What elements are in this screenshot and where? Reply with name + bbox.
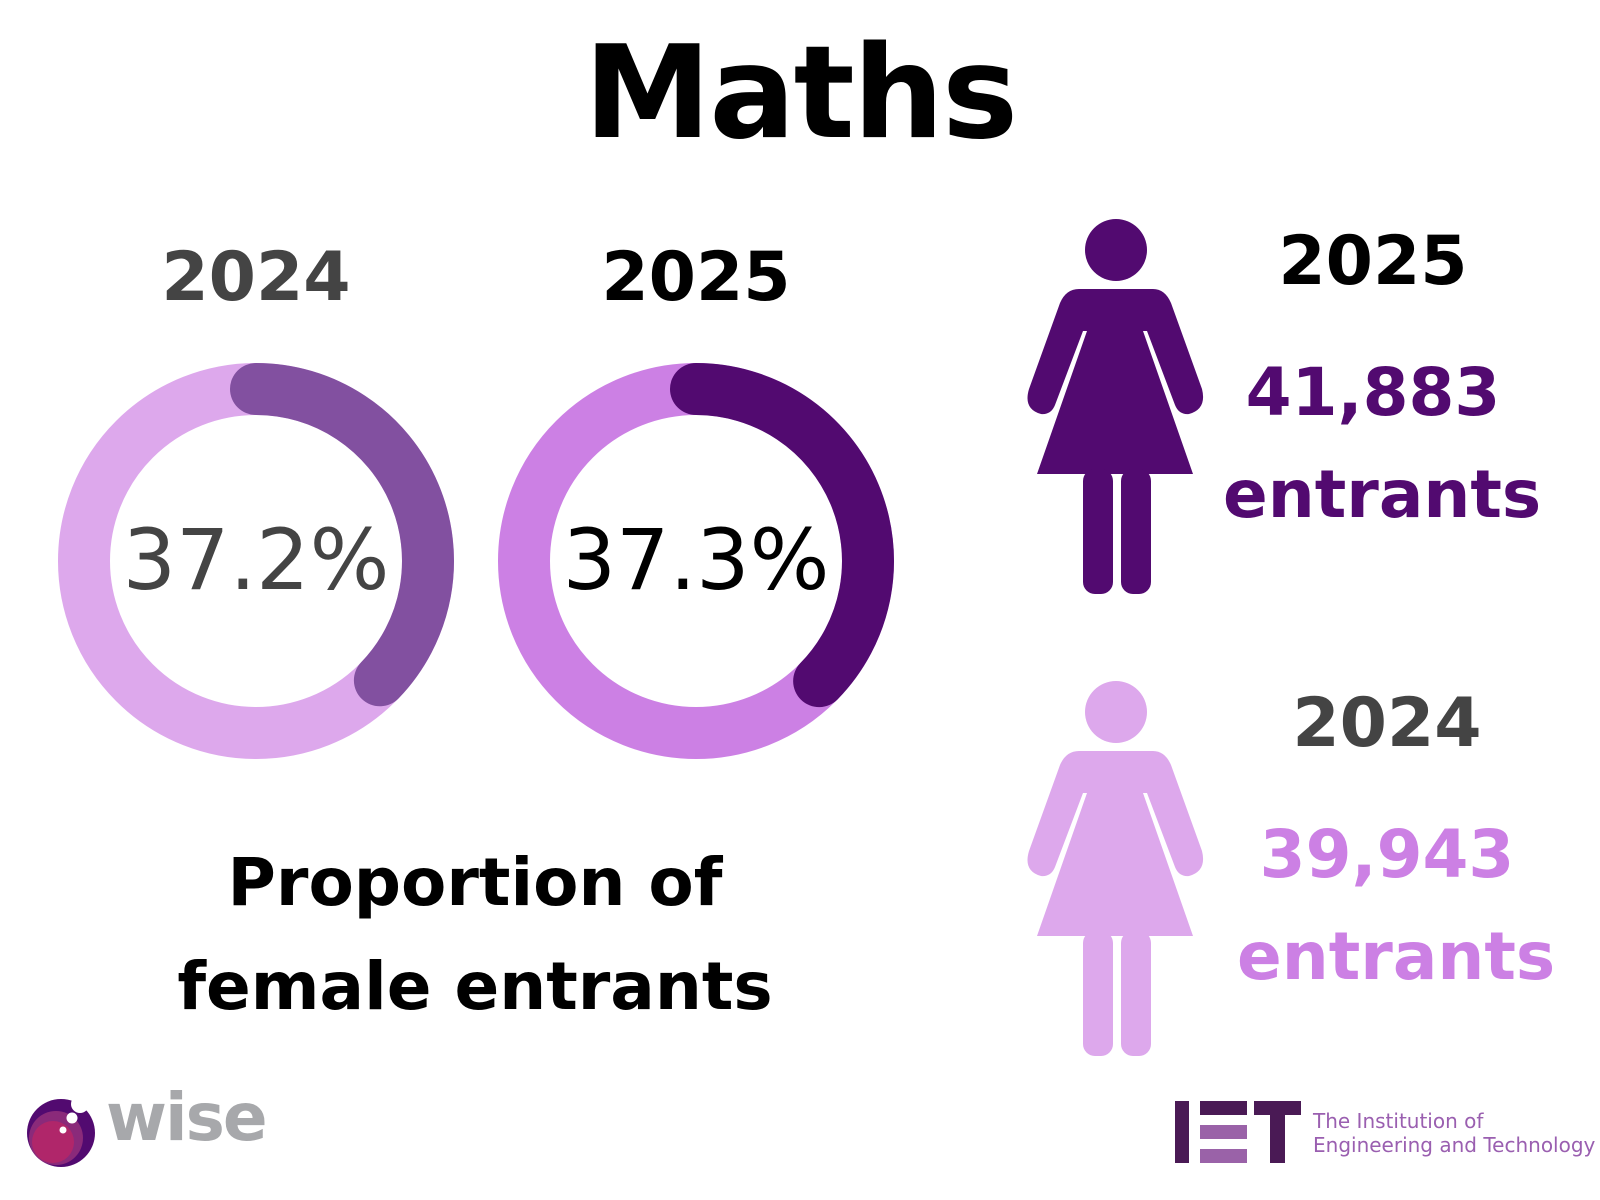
caption-line2: female entrants <box>177 948 773 1025</box>
iet-logo-icon <box>1175 1101 1301 1163</box>
iet-logo-line2: Engineering and Technology <box>1313 1133 1596 1157</box>
wise-logo-icon <box>27 1095 95 1167</box>
page-title: Maths <box>583 19 1018 168</box>
iet-logo-line1: The Institution of <box>1313 1109 1484 1133</box>
donut-2024-female-arc <box>230 363 454 707</box>
entrants-2025-year: 2025 <box>1278 222 1468 301</box>
donut-2024-label: 37.2% <box>122 511 390 609</box>
entrants-2024-year: 2024 <box>1292 684 1482 763</box>
woman-icon-2025 <box>1027 219 1204 594</box>
donut-2025-year: 2025 <box>601 238 791 317</box>
donut-2025-female-arc <box>670 363 894 708</box>
caption-line1: Proportion of <box>227 844 723 921</box>
donut-2024-year: 2024 <box>161 238 351 317</box>
entrants-2025-unit: entrants <box>1223 456 1542 533</box>
entrants-2024-unit: entrants <box>1237 918 1556 995</box>
woman-icon-2024 <box>1027 681 1204 1056</box>
donut-2025-label: 37.3% <box>562 511 830 609</box>
entrants-2024-count: 39,943 <box>1259 816 1515 893</box>
wise-logo-text: wise <box>106 1079 268 1156</box>
entrants-2025-count: 41,883 <box>1245 354 1501 431</box>
